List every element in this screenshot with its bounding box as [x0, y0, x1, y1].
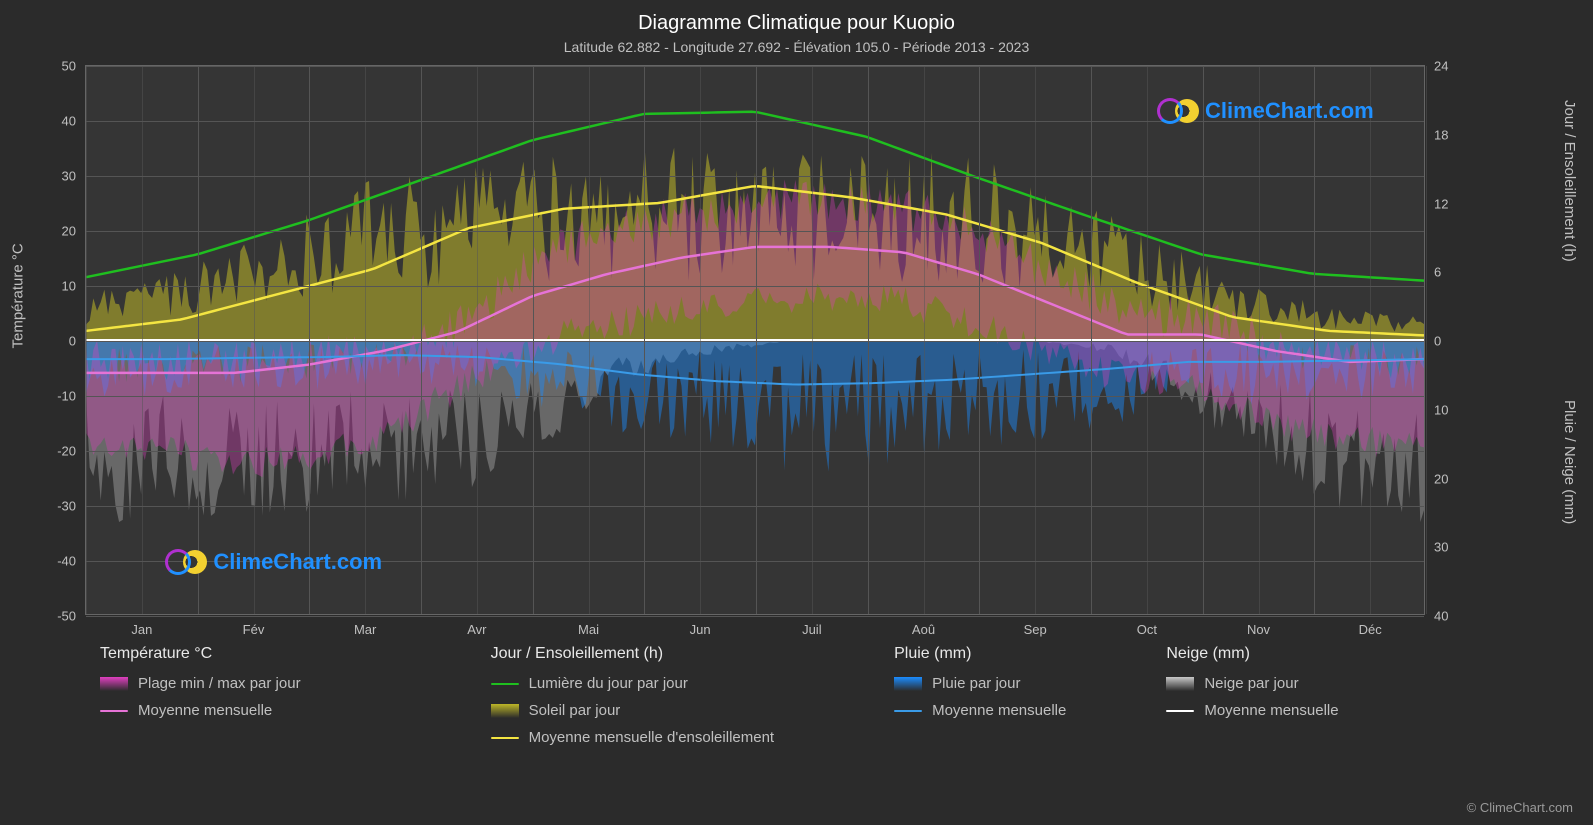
watermark: ClimeChart.com: [1157, 98, 1374, 124]
y-right-tick: 20: [1434, 471, 1494, 486]
swatch-snow-daily: [1166, 677, 1194, 691]
month-label: Mar: [354, 622, 376, 637]
legend-col-rain: Pluie (mm) Pluie par jour Moyenne mensue…: [894, 645, 1066, 746]
month-label: Mai: [578, 622, 599, 637]
legend-sun-daily-label: Soleil par jour: [529, 702, 621, 719]
swatch-sun-avg: [491, 737, 519, 739]
y-right-tick: 18: [1434, 127, 1494, 142]
month-label: Jun: [690, 622, 711, 637]
plot-area: -50-40-30-20-100102030405006121824102030…: [85, 65, 1425, 615]
swatch-rain-avg: [894, 710, 922, 712]
y-left-tick: 20: [16, 224, 76, 239]
data-lines: [86, 66, 1424, 614]
month-label: Oct: [1137, 622, 1157, 637]
month-label: Aoû: [912, 622, 935, 637]
y-left-tick: -40: [16, 554, 76, 569]
y-right-tick: 30: [1434, 540, 1494, 555]
month-label: Juil: [802, 622, 822, 637]
y-right-tick: 6: [1434, 265, 1494, 280]
month-label: Déc: [1359, 622, 1382, 637]
month-label: Jan: [131, 622, 152, 637]
swatch-temp-avg: [100, 710, 128, 712]
watermark: ClimeChart.com: [165, 549, 382, 575]
legend-col-day: Jour / Ensoleillement (h) Lumière du jou…: [491, 645, 775, 746]
legend-temp-range-label: Plage min / max par jour: [138, 675, 301, 692]
y-left-tick: -30: [16, 499, 76, 514]
legend-snow-header: Neige (mm): [1166, 645, 1338, 663]
y-right-tick: 24: [1434, 59, 1494, 74]
data-bands: [86, 66, 1424, 614]
month-label: Nov: [1247, 622, 1270, 637]
legend-col-temp: Température °C Plage min / max par jour …: [100, 645, 301, 746]
swatch-rain-daily: [894, 677, 922, 691]
legend-snow-avg-label: Moyenne mensuelle: [1204, 702, 1338, 719]
swatch-temp-range: [100, 677, 128, 691]
legend-rain-avg: Moyenne mensuelle: [894, 702, 1066, 719]
legend-daylight-label: Lumière du jour par jour: [529, 675, 688, 692]
y-left-tick: 40: [16, 114, 76, 129]
legend-snow-avg: Moyenne mensuelle: [1166, 702, 1338, 719]
y-right-tick: 12: [1434, 196, 1494, 211]
y-right-tick: 10: [1434, 402, 1494, 417]
legend-sun-avg: Moyenne mensuelle d'ensoleillement: [491, 729, 775, 746]
y-axis-right1-title: Jour / Ensoleillement (h): [1561, 100, 1578, 262]
legend-rain-header: Pluie (mm): [894, 645, 1066, 663]
logo-ring-icon: [1157, 98, 1183, 124]
month-label: Fév: [243, 622, 265, 637]
swatch-daylight: [491, 683, 519, 685]
y-right-tick: 40: [1434, 609, 1494, 624]
legend-sun-daily: Soleil par jour: [491, 702, 775, 719]
legend-temp-range: Plage min / max par jour: [100, 675, 301, 692]
swatch-snow-avg: [1166, 710, 1194, 712]
month-label: Avr: [467, 622, 486, 637]
y-left-tick: -20: [16, 444, 76, 459]
copyright: © ClimeChart.com: [1467, 800, 1573, 815]
legend-day-header: Jour / Ensoleillement (h): [491, 645, 775, 663]
y-left-tick: 30: [16, 169, 76, 184]
swatch-sun-daily: [491, 704, 519, 718]
y-right-tick: 0: [1434, 334, 1494, 349]
legend-snow-daily-label: Neige par jour: [1204, 675, 1298, 692]
legend-rain-daily-label: Pluie par jour: [932, 675, 1020, 692]
legend-rain-avg-label: Moyenne mensuelle: [932, 702, 1066, 719]
y-left-tick: 50: [16, 59, 76, 74]
legend-temp-avg-label: Moyenne mensuelle: [138, 702, 272, 719]
watermark-text: ClimeChart.com: [1205, 98, 1374, 124]
legend-col-snow: Neige (mm) Neige par jour Moyenne mensue…: [1166, 645, 1338, 746]
y-left-tick: -50: [16, 609, 76, 624]
y-left-tick: 10: [16, 279, 76, 294]
chart-subtitle: Latitude 62.882 - Longitude 27.692 - Élé…: [0, 35, 1593, 55]
legend-snow-daily: Neige par jour: [1166, 675, 1338, 692]
legend-sun-avg-label: Moyenne mensuelle d'ensoleillement: [529, 729, 775, 746]
legend: Température °C Plage min / max par jour …: [100, 645, 1500, 746]
legend-temp-avg: Moyenne mensuelle: [100, 702, 301, 719]
y-axis-right2-title: Pluie / Neige (mm): [1561, 400, 1578, 524]
y-left-tick: -10: [16, 389, 76, 404]
y-left-tick: 0: [16, 334, 76, 349]
month-label: Sep: [1024, 622, 1047, 637]
chart-title: Diagramme Climatique pour Kuopio: [0, 0, 1593, 35]
legend-daylight: Lumière du jour par jour: [491, 675, 775, 692]
legend-rain-daily: Pluie par jour: [894, 675, 1066, 692]
legend-temp-header: Température °C: [100, 645, 301, 663]
watermark-text: ClimeChart.com: [213, 549, 382, 575]
